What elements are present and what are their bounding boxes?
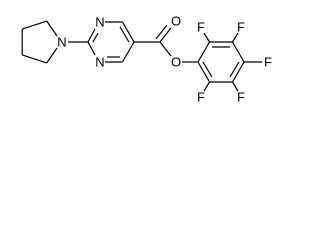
- bond: [46, 20, 58, 37]
- atom-label: F: [237, 20, 245, 35]
- bonds: [21, 20, 262, 92]
- bond: [202, 61, 213, 78]
- bond: [22, 54, 47, 64]
- bond: [119, 26, 130, 43]
- bond: [229, 61, 240, 78]
- atom-label: N: [57, 35, 66, 50]
- bond: [231, 41, 245, 63]
- atom-label: N: [95, 15, 104, 30]
- bond: [231, 81, 239, 92]
- bond: [87, 28, 96, 43]
- atom-label: N: [95, 55, 104, 70]
- bond: [203, 32, 211, 43]
- atom-labels: N N N O O F F F F F: [57, 14, 272, 105]
- bond: [159, 27, 172, 43]
- structure-diagram: N N N O O F F F F F: [21, 14, 272, 105]
- bond: [46, 47, 58, 64]
- bond: [197, 41, 211, 63]
- bond: [22, 20, 47, 30]
- bond: [231, 61, 245, 83]
- bond: [155, 24, 168, 40]
- bond: [121, 41, 135, 63]
- bond: [231, 32, 239, 43]
- bond: [87, 41, 96, 56]
- atom-label: F: [197, 90, 205, 105]
- atom-label: F: [264, 55, 272, 70]
- atom-label: F: [237, 90, 245, 105]
- atom-label: F: [197, 20, 205, 35]
- atom-label: O: [171, 14, 181, 29]
- bond: [121, 21, 135, 43]
- bond: [203, 81, 211, 92]
- bond: [92, 32, 99, 43]
- bond: [159, 41, 172, 57]
- atom-label: O: [171, 55, 181, 70]
- bond: [197, 61, 211, 83]
